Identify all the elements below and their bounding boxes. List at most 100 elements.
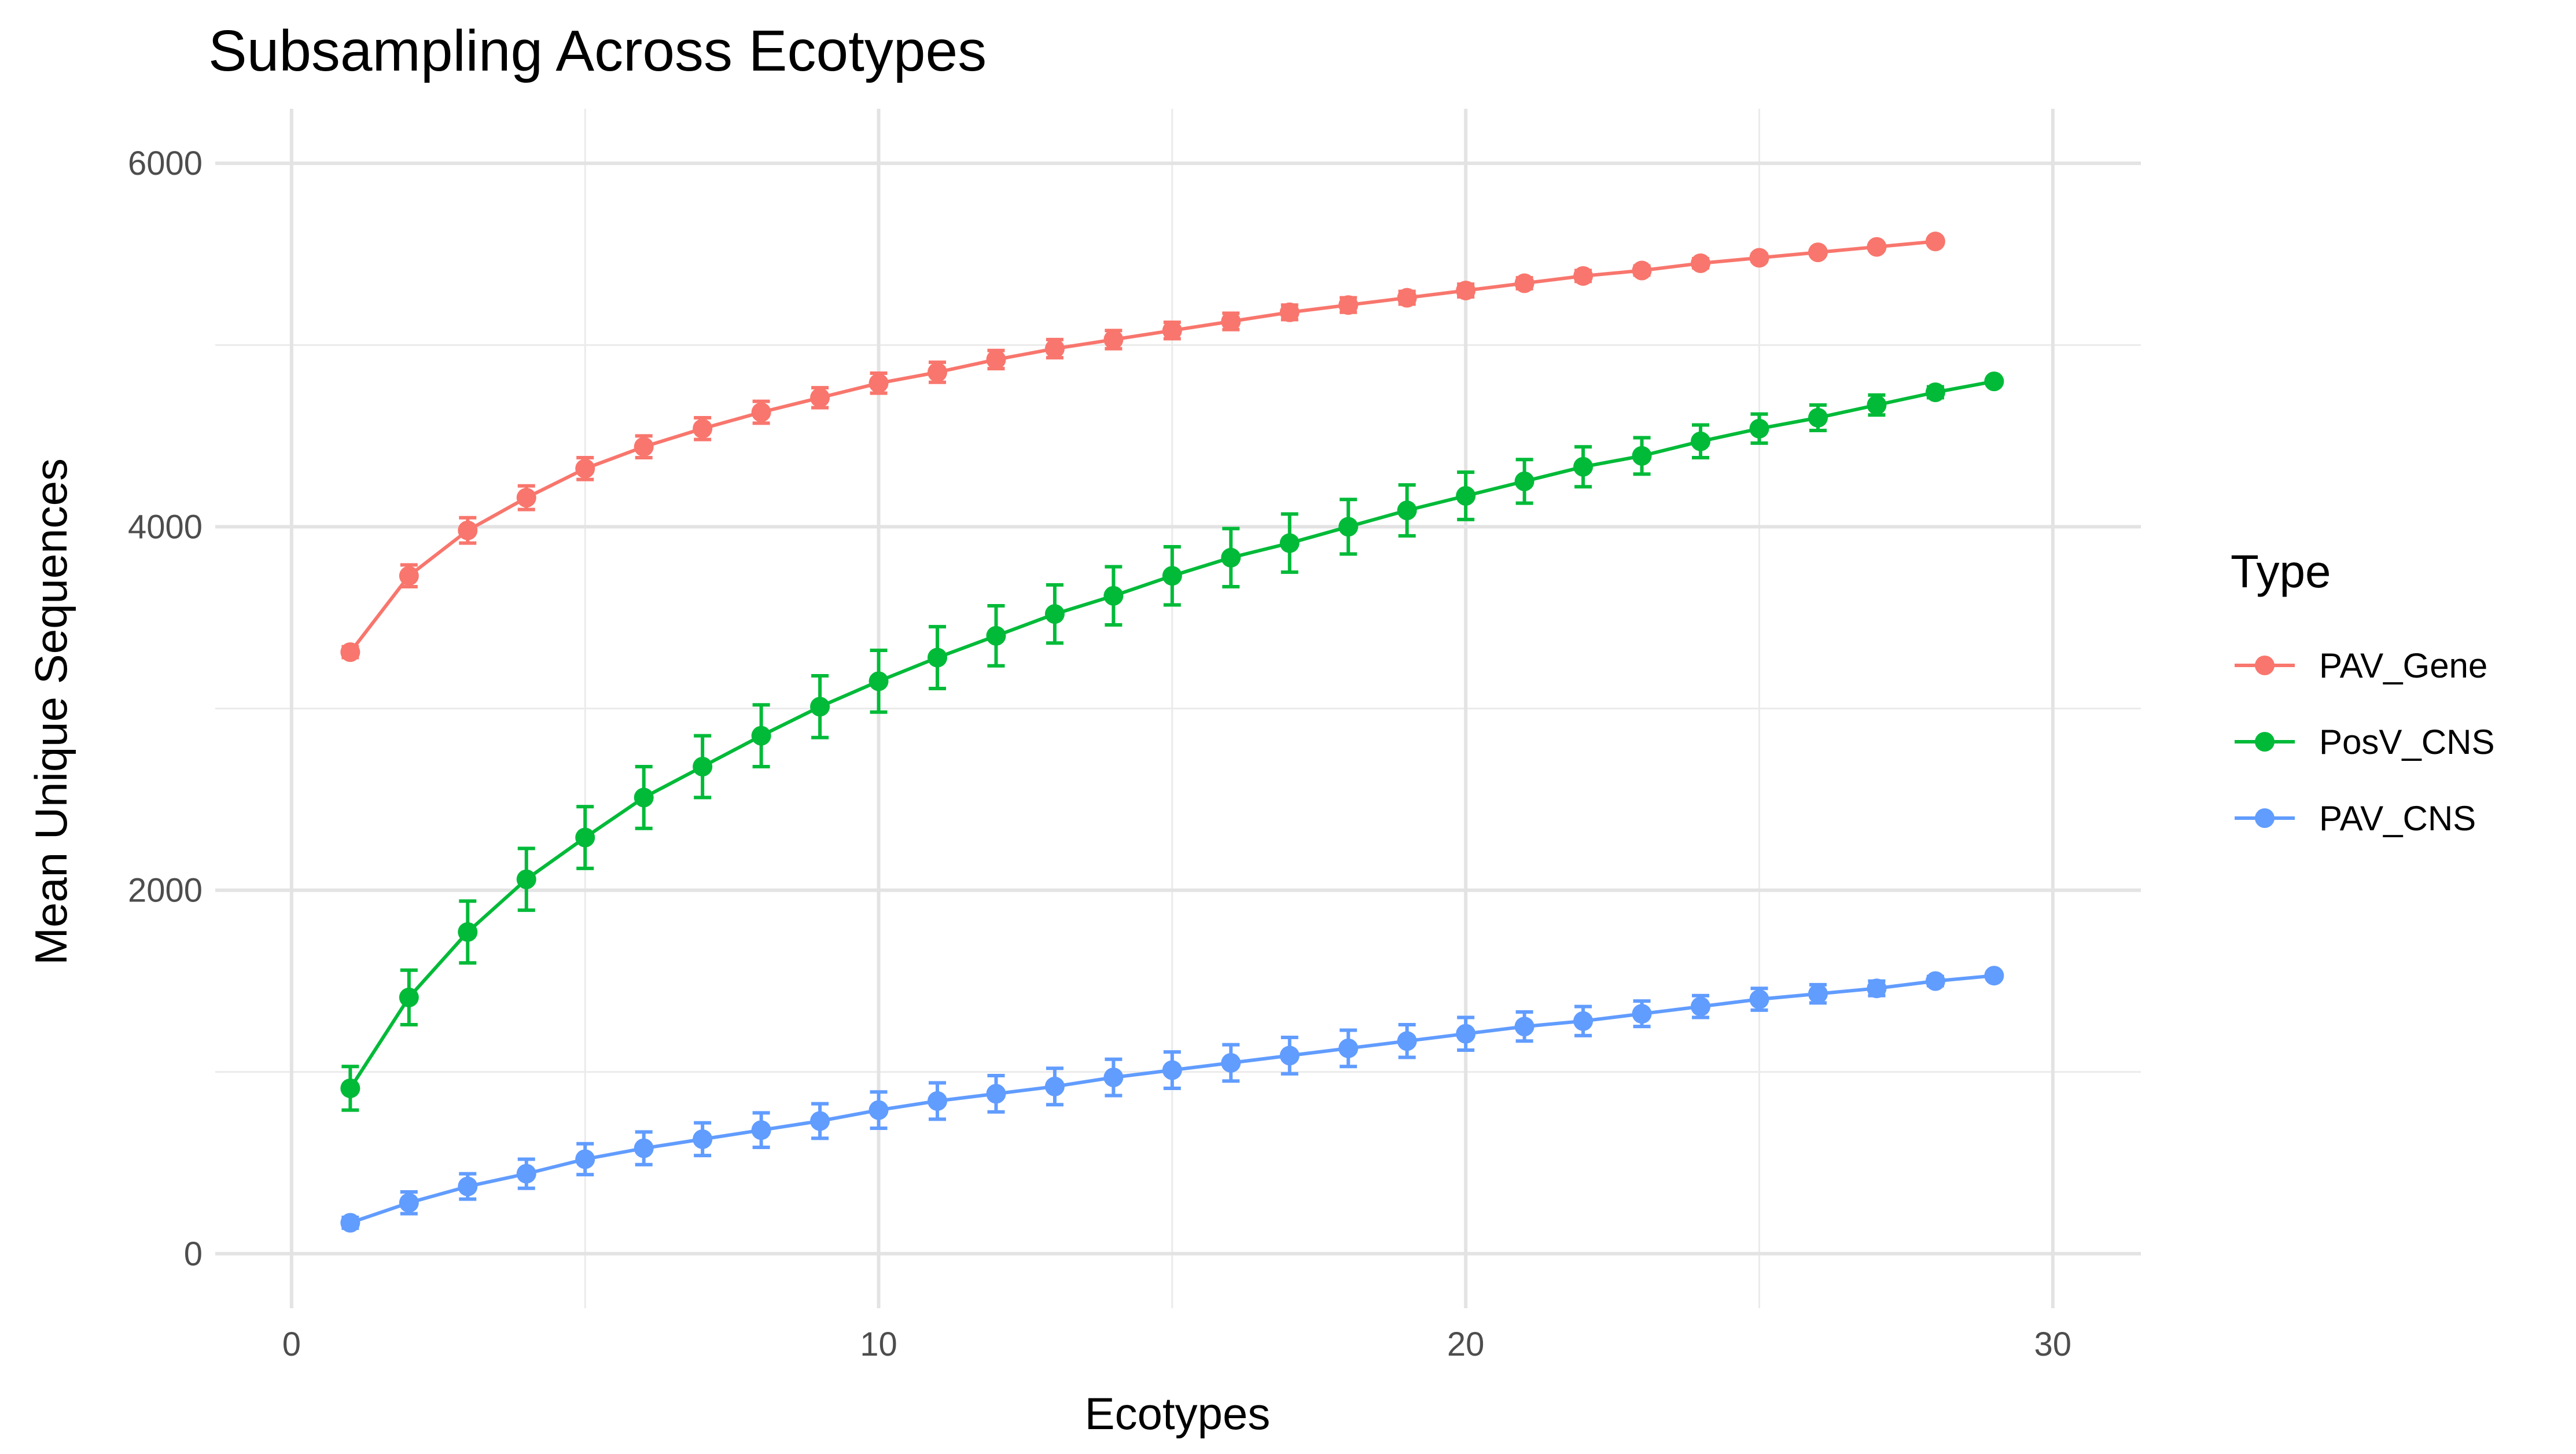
data-point	[751, 726, 771, 746]
grid	[215, 109, 2141, 1308]
data-point	[1984, 966, 2004, 986]
data-point	[634, 1138, 654, 1158]
data-point	[693, 1129, 713, 1149]
data-point	[986, 1084, 1006, 1104]
data-point	[1044, 338, 1065, 359]
data-point	[516, 488, 536, 508]
data-point	[1925, 971, 1945, 991]
legend-item-PosV_CNS: PosV_CNS	[2235, 723, 2494, 761]
data-point	[1632, 1004, 1652, 1024]
data-point	[751, 402, 771, 422]
x-axis-title: Ecotypes	[1085, 1388, 1271, 1439]
data-point	[458, 1176, 478, 1197]
data-point	[1514, 273, 1534, 293]
data-point	[458, 922, 478, 942]
data-point	[810, 388, 830, 408]
legend-key-point	[2255, 732, 2275, 752]
data-point	[1456, 486, 1476, 506]
data-point	[340, 1213, 360, 1233]
data-point	[1691, 431, 1711, 451]
data-point	[1338, 517, 1359, 537]
data-point	[1456, 281, 1476, 301]
data-point	[1867, 978, 1887, 999]
data-point	[1691, 253, 1711, 273]
series-PosV_CNS	[340, 371, 2004, 1112]
data-point	[928, 362, 947, 382]
legend-item-PAV_Gene: PAV_Gene	[2235, 646, 2487, 685]
legend-key-point	[2255, 656, 2275, 675]
y-tick-label: 6000	[128, 145, 203, 182]
data-point	[1103, 586, 1124, 606]
x-tick-label: 10	[860, 1326, 897, 1363]
data-point	[1221, 311, 1241, 332]
legend-label: PosV_CNS	[2319, 723, 2494, 761]
data-point	[1867, 237, 1887, 257]
y-tick-label: 4000	[128, 508, 203, 546]
data-point	[1632, 446, 1652, 466]
legend-key-point	[2255, 808, 2275, 828]
data-point	[1221, 547, 1241, 568]
data-point	[986, 349, 1006, 370]
data-point	[1691, 996, 1711, 1017]
data-point	[575, 827, 595, 848]
data-point	[693, 418, 713, 439]
data-point	[869, 671, 889, 691]
data-point	[869, 1100, 889, 1120]
data-point	[575, 458, 595, 478]
x-tick-label: 20	[1447, 1326, 1485, 1363]
data-point	[928, 647, 947, 668]
data-point	[575, 1149, 595, 1169]
data-point	[1573, 266, 1594, 286]
y-tick-label: 0	[184, 1235, 203, 1273]
data-point	[751, 1120, 771, 1140]
data-point	[399, 1192, 419, 1213]
data-point	[1162, 1060, 1182, 1080]
series-line	[349, 240, 1936, 653]
data-point	[1514, 1017, 1534, 1037]
data-point	[1338, 295, 1359, 315]
data-point	[634, 787, 654, 808]
data-point	[516, 1164, 536, 1184]
data-point	[1984, 371, 2004, 392]
data-point	[516, 869, 536, 889]
data-point	[1573, 1011, 1594, 1031]
data-point	[1103, 329, 1124, 349]
data-point	[810, 1111, 830, 1131]
data-point	[986, 625, 1006, 646]
axes: 0 2000 4000 6000 0 10 20 30	[128, 145, 2071, 1363]
data-point	[1221, 1052, 1241, 1073]
legend-items: PAV_Gene PosV_CNS PAV_CNS	[2235, 646, 2494, 838]
series-layer	[340, 231, 2004, 1233]
data-point	[1808, 242, 1828, 263]
data-point	[1279, 1046, 1300, 1066]
data-point	[1808, 984, 1828, 1004]
data-point	[1632, 260, 1652, 281]
data-point	[634, 437, 654, 457]
data-point	[1397, 1031, 1417, 1051]
x-tick-label: 30	[2034, 1326, 2072, 1363]
data-point	[1573, 457, 1594, 477]
series-PAV_CNS	[340, 966, 2004, 1233]
data-point	[1925, 231, 1945, 252]
data-point	[1397, 500, 1417, 521]
data-point	[1279, 533, 1300, 553]
legend-item-PAV_CNS: PAV_CNS	[2235, 799, 2476, 838]
series-PAV_Gene	[340, 231, 1945, 662]
data-point	[399, 987, 419, 1007]
legend-label: PAV_Gene	[2319, 646, 2487, 685]
data-point	[1749, 248, 1769, 268]
data-point	[458, 520, 478, 540]
data-point	[340, 1078, 360, 1098]
x-tick-label: 0	[282, 1326, 301, 1363]
legend-label: PAV_CNS	[2319, 799, 2476, 838]
y-axis-title: Mean Unique Sequences	[25, 458, 76, 965]
data-point	[1749, 989, 1769, 1010]
data-point	[399, 566, 419, 586]
data-point	[1103, 1068, 1124, 1088]
y-tick-label: 2000	[128, 872, 203, 910]
data-point	[928, 1091, 947, 1111]
legend: Type PAV_Gene PosV_CNS PAV_CNS	[2231, 546, 2494, 838]
data-point	[1162, 566, 1182, 586]
